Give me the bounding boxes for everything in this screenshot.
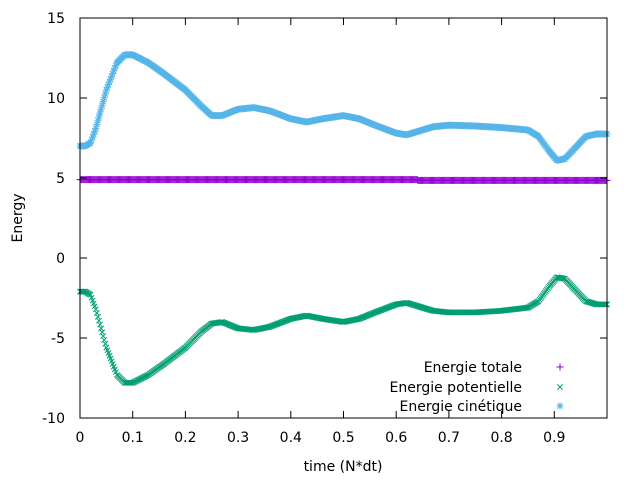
data-point [99, 329, 106, 336]
y-tick-label: -10 [42, 411, 65, 427]
x-tick-label: 0.8 [490, 430, 512, 446]
legend: Energie totale Energie potentielle Energie… [390, 360, 564, 415]
y-tick-label: 5 [56, 171, 65, 187]
data-point [93, 310, 100, 317]
data-point [102, 340, 109, 347]
y-tick-label: -5 [51, 331, 65, 347]
data-point [101, 336, 108, 343]
data-point [94, 117, 102, 125]
y-tick-label: 15 [47, 11, 65, 27]
x-tick-label: 0.1 [122, 430, 144, 446]
x-tick-label: 0.9 [543, 430, 565, 446]
x-tick-label: 0.3 [227, 430, 249, 446]
data-point [602, 301, 609, 308]
legend-label: Energie totale [424, 360, 522, 376]
data-point [92, 306, 99, 313]
series-1 [76, 176, 611, 184]
series-2 [77, 274, 610, 386]
data-point [97, 105, 105, 113]
x-tick-label: 0.4 [280, 430, 302, 446]
x-tick-label: 0.2 [174, 430, 196, 446]
data-point [81, 288, 88, 295]
x-axis: 0 0.1 0.2 0.3 0.4 0.5 0.6 0.7 0.8 0.9 [76, 18, 565, 446]
data-point [95, 317, 102, 324]
legend-label: Energie cinétique [399, 399, 522, 415]
legend-marker [556, 402, 564, 410]
x-tick-label: 0.5 [332, 430, 354, 446]
legend-label: Energie potentielle [390, 380, 523, 396]
y-axis-title: Energy [10, 193, 26, 242]
x-axis-title: time (N*dt) [304, 459, 383, 475]
data-point [96, 109, 104, 117]
series-3 [76, 51, 611, 164]
series-layer [76, 51, 611, 386]
data-point [97, 321, 104, 328]
x-tick-label: 0.7 [438, 430, 460, 446]
y-axis: -10 -5 0 5 10 15 [42, 11, 607, 427]
data-point [355, 316, 362, 322]
y-tick-label: 0 [56, 251, 65, 267]
legend-marker [556, 363, 564, 371]
data-point [98, 325, 105, 332]
data-point [100, 333, 107, 340]
x-tick-label: 0.6 [385, 430, 407, 446]
y-tick-label: 10 [47, 91, 65, 107]
data-point [559, 275, 566, 282]
data-point [94, 313, 101, 320]
data-point [98, 101, 106, 109]
x-tick-label: 0 [76, 430, 85, 446]
legend-marker [557, 384, 563, 390]
